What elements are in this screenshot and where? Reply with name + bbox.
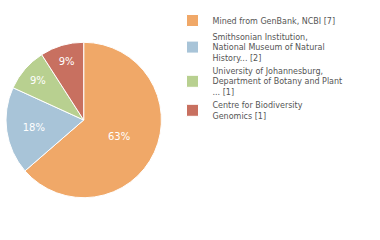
svg-text:Mined from GenBank, NCBI [7]: Mined from GenBank, NCBI [7] xyxy=(213,17,336,26)
svg-text:63%: 63% xyxy=(108,131,130,142)
svg-text:9%: 9% xyxy=(30,75,46,86)
svg-text:Centre for BiodiversityGenomic: Centre for BiodiversityGenomics [1] xyxy=(213,101,303,120)
svg-text:9%: 9% xyxy=(59,56,75,67)
svg-text:Smithsonian Institution,Nation: Smithsonian Institution,National Museum … xyxy=(213,33,325,63)
svg-text:18%: 18% xyxy=(23,122,45,133)
svg-text:University of Johannesburg,Dep: University of Johannesburg,Department of… xyxy=(213,67,343,97)
